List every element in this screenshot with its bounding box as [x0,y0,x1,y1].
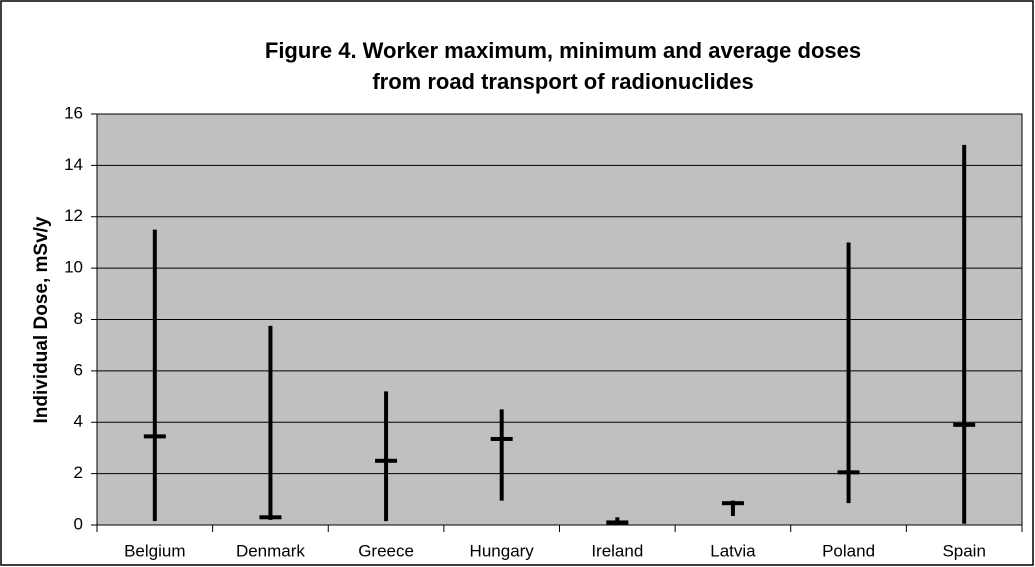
x-tick-label: Denmark [236,541,305,560]
y-tick-label: 8 [74,309,83,328]
chart-title: from road transport of radionuclides [372,69,753,94]
y-axis-label: Individual Dose, mSv/y [31,216,52,423]
y-tick-label: 12 [64,206,83,225]
x-tick-label: Spain [942,541,985,560]
x-tick-label: Hungary [470,541,535,560]
y-tick-label: 6 [74,360,83,379]
x-tick-label: Poland [822,541,875,560]
y-tick-label: 2 [74,463,83,482]
average-mark [143,434,166,439]
average-mark [259,515,282,520]
y-tick-label: 10 [64,258,83,277]
average-mark [953,422,976,427]
average-mark [490,436,513,441]
y-tick-label: 0 [74,514,83,533]
y-tick-label: 4 [74,412,83,431]
x-tick-label: Ireland [591,541,643,560]
average-mark [837,470,860,475]
x-tick-label: Greece [358,541,414,560]
x-tick-label: Latvia [710,541,756,560]
average-mark [606,520,629,525]
chart-title: Figure 4. Worker maximum, minimum and av… [265,38,861,63]
average-mark [375,458,398,463]
y-tick-label: 14 [64,155,83,174]
y-tick-label: 16 [64,103,83,122]
average-mark [721,501,744,506]
x-tick-label: Belgium [124,541,185,560]
